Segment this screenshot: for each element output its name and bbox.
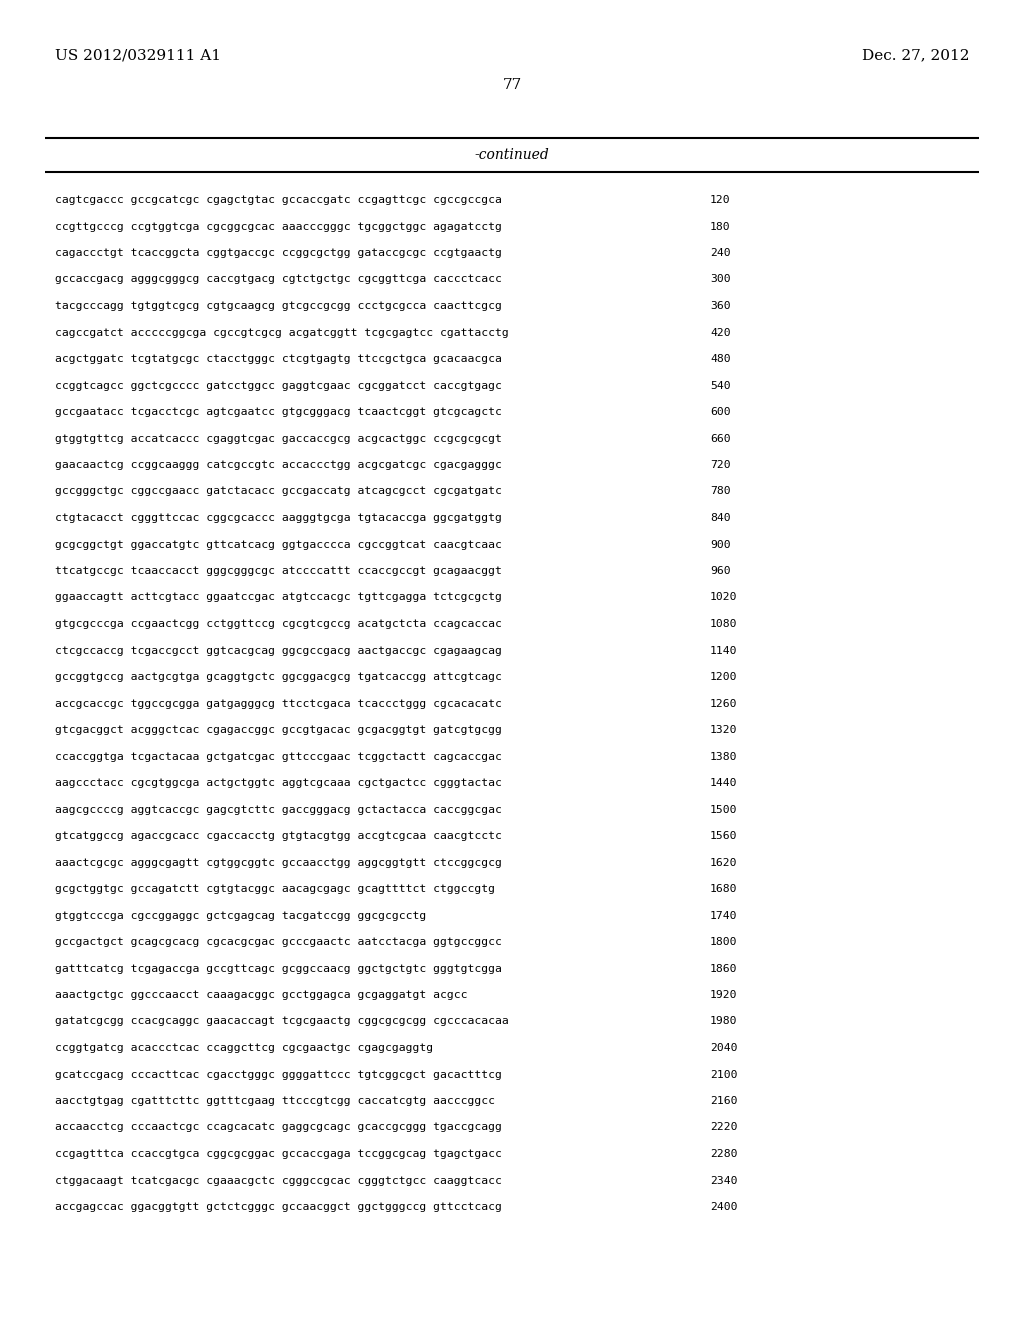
Text: 480: 480 xyxy=(710,354,731,364)
Text: 1560: 1560 xyxy=(710,832,737,841)
Text: 240: 240 xyxy=(710,248,731,257)
Text: 1740: 1740 xyxy=(710,911,737,920)
Text: 1980: 1980 xyxy=(710,1016,737,1027)
Text: gtggtcccga cgccggaggc gctcgagcag tacgatccgg ggcgcgcctg: gtggtcccga cgccggaggc gctcgagcag tacgatc… xyxy=(55,911,426,920)
Text: aagccctacc cgcgtggcga actgctggtc aggtcgcaaa cgctgactcc cgggtactac: aagccctacc cgcgtggcga actgctggtc aggtcgc… xyxy=(55,777,502,788)
Text: ccggtcagcc ggctcgcccc gatcctggcc gaggtcgaac cgcggatcct caccgtgagc: ccggtcagcc ggctcgcccc gatcctggcc gaggtcg… xyxy=(55,380,502,391)
Text: gtcatggccg agaccgcacc cgaccacctg gtgtacgtgg accgtcgcaa caacgtcctc: gtcatggccg agaccgcacc cgaccacctg gtgtacg… xyxy=(55,832,502,841)
Text: 1260: 1260 xyxy=(710,698,737,709)
Text: aacctgtgag cgatttcttc ggtttcgaag ttcccgtcgg caccatcgtg aacccggcc: aacctgtgag cgatttcttc ggtttcgaag ttcccgt… xyxy=(55,1096,495,1106)
Text: gtggtgttcg accatcaccc cgaggtcgac gaccaccgcg acgcactggc ccgcgcgcgt: gtggtgttcg accatcaccc cgaggtcgac gaccacc… xyxy=(55,433,502,444)
Text: 360: 360 xyxy=(710,301,731,312)
Text: cagccgatct acccccggcga cgccgtcgcg acgatcggtt tcgcgagtcc cgattacctg: cagccgatct acccccggcga cgccgtcgcg acgatc… xyxy=(55,327,509,338)
Text: aagcgccccg aggtcaccgc gagcgtcttc gaccgggacg gctactacca caccggcgac: aagcgccccg aggtcaccgc gagcgtcttc gaccggg… xyxy=(55,804,502,814)
Text: ctgtacacct cgggttccac cggcgcaccc aagggtgcga tgtacaccga ggcgatggtg: ctgtacacct cgggttccac cggcgcaccc aagggtg… xyxy=(55,513,502,523)
Text: gcatccgacg cccacttcac cgacctgggc ggggattccc tgtcggcgct gacactttcg: gcatccgacg cccacttcac cgacctgggc ggggatt… xyxy=(55,1069,502,1080)
Text: accgagccac ggacggtgtt gctctcgggc gccaacggct ggctgggccg gttcctcacg: accgagccac ggacggtgtt gctctcgggc gccaacg… xyxy=(55,1203,502,1212)
Text: gtcgacggct acgggctcac cgagaccggc gccgtgacac gcgacggtgt gatcgtgcgg: gtcgacggct acgggctcac cgagaccggc gccgtga… xyxy=(55,725,502,735)
Text: 77: 77 xyxy=(503,78,521,92)
Text: ctcgccaccg tcgaccgcct ggtcacgcag ggcgccgacg aactgaccgc cgagaagcag: ctcgccaccg tcgaccgcct ggtcacgcag ggcgccg… xyxy=(55,645,502,656)
Text: 2400: 2400 xyxy=(710,1203,737,1212)
Text: 1320: 1320 xyxy=(710,725,737,735)
Text: 960: 960 xyxy=(710,566,731,576)
Text: gccgggctgc cggccgaacc gatctacacc gccgaccatg atcagcgcct cgcgatgatc: gccgggctgc cggccgaacc gatctacacc gccgacc… xyxy=(55,487,502,496)
Text: acgctggatc tcgtatgcgc ctacctgggc ctcgtgagtg ttccgctgca gcacaacgca: acgctggatc tcgtatgcgc ctacctgggc ctcgtga… xyxy=(55,354,502,364)
Text: 660: 660 xyxy=(710,433,731,444)
Text: 2160: 2160 xyxy=(710,1096,737,1106)
Text: gccgaatacc tcgacctcgc agtcgaatcc gtgcgggacg tcaactcggt gtcgcagctc: gccgaatacc tcgacctcgc agtcgaatcc gtgcggg… xyxy=(55,407,502,417)
Text: ccaccggtga tcgactacaa gctgatcgac gttcccgaac tcggctactt cagcaccgac: ccaccggtga tcgactacaa gctgatcgac gttcccg… xyxy=(55,751,502,762)
Text: 540: 540 xyxy=(710,380,731,391)
Text: 180: 180 xyxy=(710,222,731,231)
Text: 120: 120 xyxy=(710,195,731,205)
Text: 1860: 1860 xyxy=(710,964,737,974)
Text: gatatcgcgg ccacgcaggc gaacaccagt tcgcgaactg cggcgcgcgg cgcccacacaa: gatatcgcgg ccacgcaggc gaacaccagt tcgcgaa… xyxy=(55,1016,509,1027)
Text: ccgttgcccg ccgtggtcga cgcggcgcac aaacccgggc tgcggctggc agagatcctg: ccgttgcccg ccgtggtcga cgcggcgcac aaacccg… xyxy=(55,222,502,231)
Text: 1620: 1620 xyxy=(710,858,737,867)
Text: 1380: 1380 xyxy=(710,751,737,762)
Text: 1440: 1440 xyxy=(710,777,737,788)
Text: 840: 840 xyxy=(710,513,731,523)
Text: 780: 780 xyxy=(710,487,731,496)
Text: tacgcccagg tgtggtcgcg cgtgcaagcg gtcgccgcgg ccctgcgcca caacttcgcg: tacgcccagg tgtggtcgcg cgtgcaagcg gtcgccg… xyxy=(55,301,502,312)
Text: 2220: 2220 xyxy=(710,1122,737,1133)
Text: gatttcatcg tcgagaccga gccgttcagc gcggccaacg ggctgctgtc gggtgtcgga: gatttcatcg tcgagaccga gccgttcagc gcggcca… xyxy=(55,964,502,974)
Text: 300: 300 xyxy=(710,275,731,285)
Text: 1920: 1920 xyxy=(710,990,737,1001)
Text: 2280: 2280 xyxy=(710,1148,737,1159)
Text: Dec. 27, 2012: Dec. 27, 2012 xyxy=(861,48,969,62)
Text: 900: 900 xyxy=(710,540,731,549)
Text: accaacctcg cccaactcgc ccagcacatc gaggcgcagc gcaccgcggg tgaccgcagg: accaacctcg cccaactcgc ccagcacatc gaggcgc… xyxy=(55,1122,502,1133)
Text: 2340: 2340 xyxy=(710,1176,737,1185)
Text: US 2012/0329111 A1: US 2012/0329111 A1 xyxy=(55,48,221,62)
Text: aaactcgcgc agggcgagtt cgtggcggtc gccaacctgg aggcggtgtt ctccggcgcg: aaactcgcgc agggcgagtt cgtggcggtc gccaacc… xyxy=(55,858,502,867)
Text: 1680: 1680 xyxy=(710,884,737,894)
Text: ctggacaagt tcatcgacgc cgaaacgctc cgggccgcac cgggtctgcc caaggtcacc: ctggacaagt tcatcgacgc cgaaacgctc cgggccg… xyxy=(55,1176,502,1185)
Text: 2100: 2100 xyxy=(710,1069,737,1080)
Text: gaacaactcg ccggcaaggg catcgccgtc accaccctgg acgcgatcgc cgacgagggc: gaacaactcg ccggcaaggg catcgccgtc accaccc… xyxy=(55,459,502,470)
Text: 600: 600 xyxy=(710,407,731,417)
Text: gccgactgct gcagcgcacg cgcacgcgac gcccgaactc aatcctacga ggtgccggcc: gccgactgct gcagcgcacg cgcacgcgac gcccgaa… xyxy=(55,937,502,946)
Text: gcgctggtgc gccagatctt cgtgtacggc aacagcgagc gcagttttct ctggccgtg: gcgctggtgc gccagatctt cgtgtacggc aacagcg… xyxy=(55,884,495,894)
Text: 420: 420 xyxy=(710,327,731,338)
Text: gccggtgccg aactgcgtga gcaggtgctc ggcggacgcg tgatcaccgg attcgtcagc: gccggtgccg aactgcgtga gcaggtgctc ggcggac… xyxy=(55,672,502,682)
Text: 1080: 1080 xyxy=(710,619,737,630)
Text: cagaccctgt tcaccggcta cggtgaccgc ccggcgctgg gataccgcgc ccgtgaactg: cagaccctgt tcaccggcta cggtgaccgc ccggcgc… xyxy=(55,248,502,257)
Text: accgcaccgc tggccgcgga gatgagggcg ttcctcgaca tcaccctggg cgcacacatc: accgcaccgc tggccgcgga gatgagggcg ttcctcg… xyxy=(55,698,502,709)
Text: gcgcggctgt ggaccatgtc gttcatcacg ggtgacccca cgccggtcat caacgtcaac: gcgcggctgt ggaccatgtc gttcatcacg ggtgacc… xyxy=(55,540,502,549)
Text: 1800: 1800 xyxy=(710,937,737,946)
Text: 1500: 1500 xyxy=(710,804,737,814)
Text: 1140: 1140 xyxy=(710,645,737,656)
Text: ccgagtttca ccaccgtgca cggcgcggac gccaccgaga tccggcgcag tgagctgacc: ccgagtttca ccaccgtgca cggcgcggac gccaccg… xyxy=(55,1148,502,1159)
Text: 1020: 1020 xyxy=(710,593,737,602)
Text: 2040: 2040 xyxy=(710,1043,737,1053)
Text: gtgcgcccga ccgaactcgg cctggttccg cgcgtcgccg acatgctcta ccagcaccac: gtgcgcccga ccgaactcgg cctggttccg cgcgtcg… xyxy=(55,619,502,630)
Text: 720: 720 xyxy=(710,459,731,470)
Text: ccggtgatcg acaccctcac ccaggcttcg cgcgaactgc cgagcgaggtg: ccggtgatcg acaccctcac ccaggcttcg cgcgaac… xyxy=(55,1043,433,1053)
Text: aaactgctgc ggcccaacct caaagacggc gcctggagca gcgaggatgt acgcc: aaactgctgc ggcccaacct caaagacggc gcctgga… xyxy=(55,990,468,1001)
Text: gccaccgacg agggcgggcg caccgtgacg cgtctgctgc cgcggttcga caccctcacc: gccaccgacg agggcgggcg caccgtgacg cgtctgc… xyxy=(55,275,502,285)
Text: 1200: 1200 xyxy=(710,672,737,682)
Text: ttcatgccgc tcaaccacct gggcgggcgc atccccattt ccaccgccgt gcagaacggt: ttcatgccgc tcaaccacct gggcgggcgc atcccca… xyxy=(55,566,502,576)
Text: cagtcgaccc gccgcatcgc cgagctgtac gccaccgatc ccgagttcgc cgccgccgca: cagtcgaccc gccgcatcgc cgagctgtac gccaccg… xyxy=(55,195,502,205)
Text: -continued: -continued xyxy=(475,148,549,162)
Text: ggaaccagtt acttcgtacc ggaatccgac atgtccacgc tgttcgagga tctcgcgctg: ggaaccagtt acttcgtacc ggaatccgac atgtcca… xyxy=(55,593,502,602)
